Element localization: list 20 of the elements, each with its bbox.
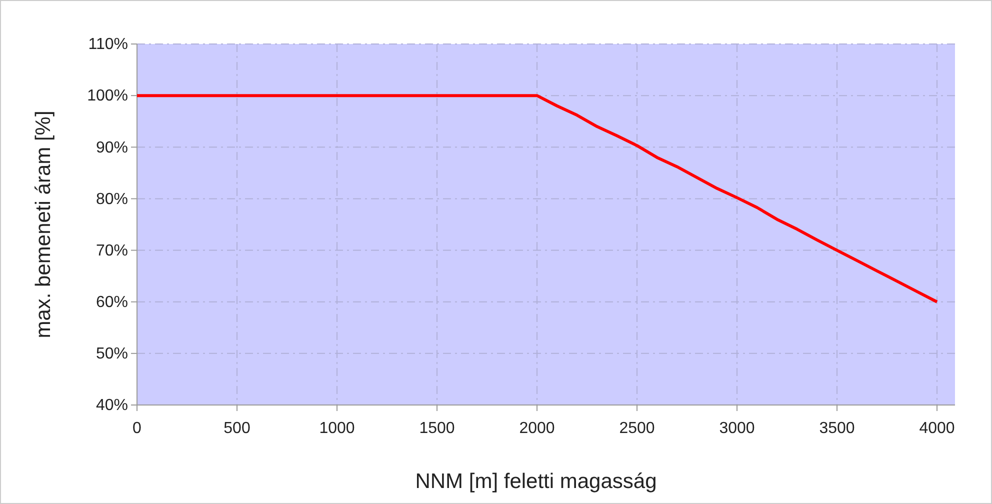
line-series: [136, 94, 938, 304]
x-tick-label: 3000: [719, 420, 755, 438]
x-tick-label: 500: [224, 420, 250, 438]
y-tick-label: 100%: [87, 88, 128, 105]
y-tick-label: 60%: [96, 294, 128, 311]
x-tick-label: 1000: [319, 420, 355, 438]
x-axis-title: NNM [m] feletti magasság: [415, 470, 657, 493]
x-tick-label: 4000: [919, 420, 955, 438]
x-tick-label: 2500: [619, 420, 655, 438]
y-tick-label: 40%: [96, 397, 128, 414]
y-tick-label: 70%: [96, 242, 128, 260]
y-tick-label: 50%: [96, 346, 128, 363]
x-tick-label: 1500: [419, 420, 455, 438]
x-tick-label: 2000: [519, 420, 555, 438]
x-tick-label: 3500: [819, 420, 855, 438]
y-axis-title: max. bemeneti áram [%]: [32, 110, 55, 338]
y-tick-label: 80%: [96, 190, 128, 208]
y-tick-label: 90%: [96, 139, 128, 156]
x-tick-label: 0: [132, 420, 142, 438]
y-tick-label: 110%: [88, 36, 128, 54]
